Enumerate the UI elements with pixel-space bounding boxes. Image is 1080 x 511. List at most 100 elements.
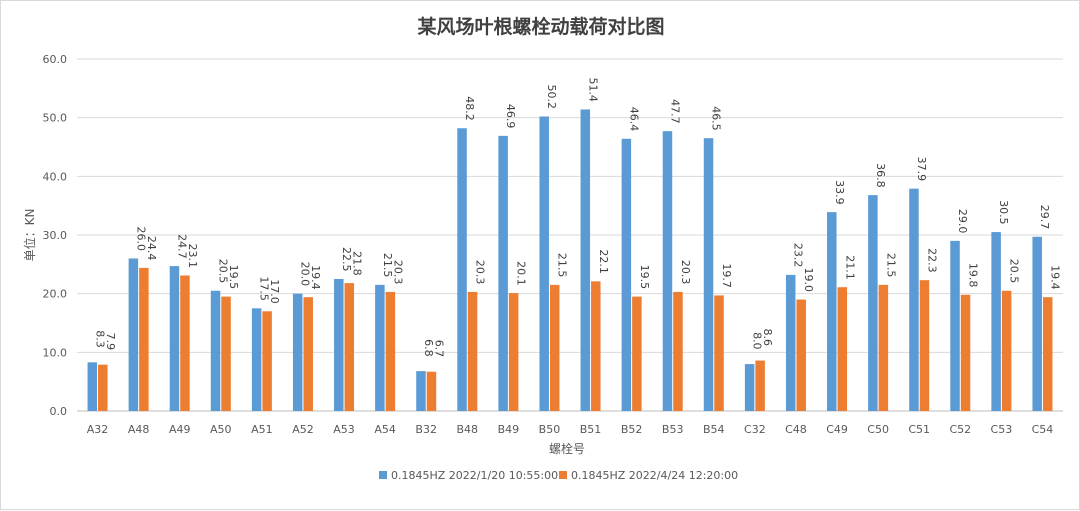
bar	[960, 294, 971, 411]
data-label: 30.5	[997, 200, 1010, 225]
bar	[755, 360, 765, 411]
data-label: 26.0	[134, 226, 147, 251]
data-label: 24.4	[145, 236, 158, 261]
bar	[221, 296, 231, 411]
x-tick-label: B51	[580, 423, 602, 436]
legend-entry: 0.1845HZ 2022/1/20 10:55:00	[391, 469, 558, 482]
bar	[539, 116, 549, 411]
bar	[87, 362, 98, 411]
x-tick-label: B48	[457, 423, 479, 436]
bar	[344, 283, 355, 411]
x-tick-label: A51	[251, 423, 273, 436]
data-label: 19.4	[309, 265, 322, 290]
data-label: 21.5	[884, 253, 897, 278]
x-axis-title: 螺栓号	[549, 441, 585, 456]
bar	[292, 293, 303, 411]
data-label: 22.3	[925, 248, 938, 273]
y-axis-title: 单位：KN	[22, 209, 37, 262]
bar	[251, 308, 262, 411]
data-label: 8.0	[751, 332, 764, 350]
x-tick-label: A50	[210, 423, 232, 436]
gridlines	[77, 58, 1063, 412]
data-label: 22.1	[597, 249, 610, 274]
bar	[426, 371, 437, 411]
bar	[703, 138, 714, 411]
y-tick-label: 60.0	[43, 53, 68, 66]
legend-swatch	[559, 471, 567, 479]
bar	[508, 293, 519, 411]
data-label: 20.3	[474, 260, 487, 285]
x-tick-label: B32	[415, 423, 437, 436]
data-label: 19.0	[802, 268, 815, 293]
data-label: 19.5	[227, 265, 240, 290]
data-label: 46.4	[627, 107, 640, 132]
y-tick-label: 30.0	[43, 229, 68, 242]
data-label: 46.5	[710, 106, 723, 131]
x-tick-label: B52	[621, 423, 643, 436]
bar	[375, 284, 385, 411]
x-tick-label: C32	[744, 423, 766, 436]
bar	[714, 295, 724, 411]
data-label: 29.7	[1038, 205, 1051, 230]
bar	[98, 364, 108, 411]
bar	[1001, 290, 1012, 411]
x-tick-label: C53	[991, 423, 1013, 436]
bar	[498, 135, 508, 411]
bar	[416, 371, 426, 411]
bar	[991, 232, 1001, 411]
legend-swatch	[379, 471, 387, 479]
data-label: 20.1	[515, 261, 528, 286]
bar	[827, 212, 837, 411]
data-label: 29.0	[956, 209, 969, 234]
data-label: 19.8	[967, 263, 980, 288]
data-label: 23.2	[792, 243, 805, 268]
data-label: 8.3	[93, 330, 106, 348]
data-label: 36.8	[874, 163, 887, 188]
bar	[868, 195, 878, 411]
data-label: 6.7	[432, 340, 445, 358]
x-tick-label: C50	[867, 423, 889, 436]
data-label: 50.2	[545, 84, 558, 109]
bar	[1042, 297, 1053, 411]
data-label: 19.4	[1049, 265, 1062, 290]
data-label: 22.5	[340, 247, 353, 272]
x-axis: A32 A48 A49 A50 A51 A52 A53 A54 B32 B48 B49 B50 B51 B…	[87, 423, 1054, 436]
x-tick-label: A54	[374, 423, 396, 436]
data-label: 20.3	[679, 260, 692, 285]
bar	[303, 297, 313, 411]
x-tick-label: A52	[292, 423, 314, 436]
bar	[744, 364, 755, 411]
bar	[169, 266, 180, 411]
bar	[632, 296, 642, 411]
data-label: 21.1	[843, 255, 856, 280]
bar	[580, 109, 591, 411]
data-labels: 8.37.926.024.4 24.723.120.519.5 17.517.020…	[93, 77, 1061, 357]
x-tick-label: B49	[498, 423, 520, 436]
bar	[591, 281, 601, 411]
bar	[673, 291, 683, 411]
data-label: 17.5	[258, 276, 271, 301]
data-label: 21.8	[350, 251, 363, 276]
data-label: 17.0	[268, 279, 281, 304]
data-label: 47.7	[668, 99, 681, 124]
y-axis: 0.0 10.0 20.0 30.0 40.0 50.0 60.0	[43, 53, 68, 418]
bar	[210, 290, 221, 411]
data-label: 21.5	[556, 253, 569, 278]
bar	[909, 188, 919, 411]
x-tick-label: C52	[949, 423, 971, 436]
y-tick-label: 20.0	[43, 288, 68, 301]
legend: 0.1845HZ 2022/1/20 10:55:00 0.1845HZ 2022…	[379, 469, 738, 482]
bar	[128, 258, 139, 411]
x-tick-label: B50	[539, 423, 561, 436]
y-tick-label: 40.0	[43, 170, 68, 183]
data-label: 20.5	[217, 259, 230, 284]
x-tick-label: A53	[333, 423, 355, 436]
bar	[662, 131, 673, 411]
bars	[87, 109, 1053, 411]
data-label: 19.5	[638, 265, 651, 290]
bar	[796, 299, 806, 411]
bar	[621, 138, 632, 411]
data-label: 6.8	[422, 339, 435, 357]
